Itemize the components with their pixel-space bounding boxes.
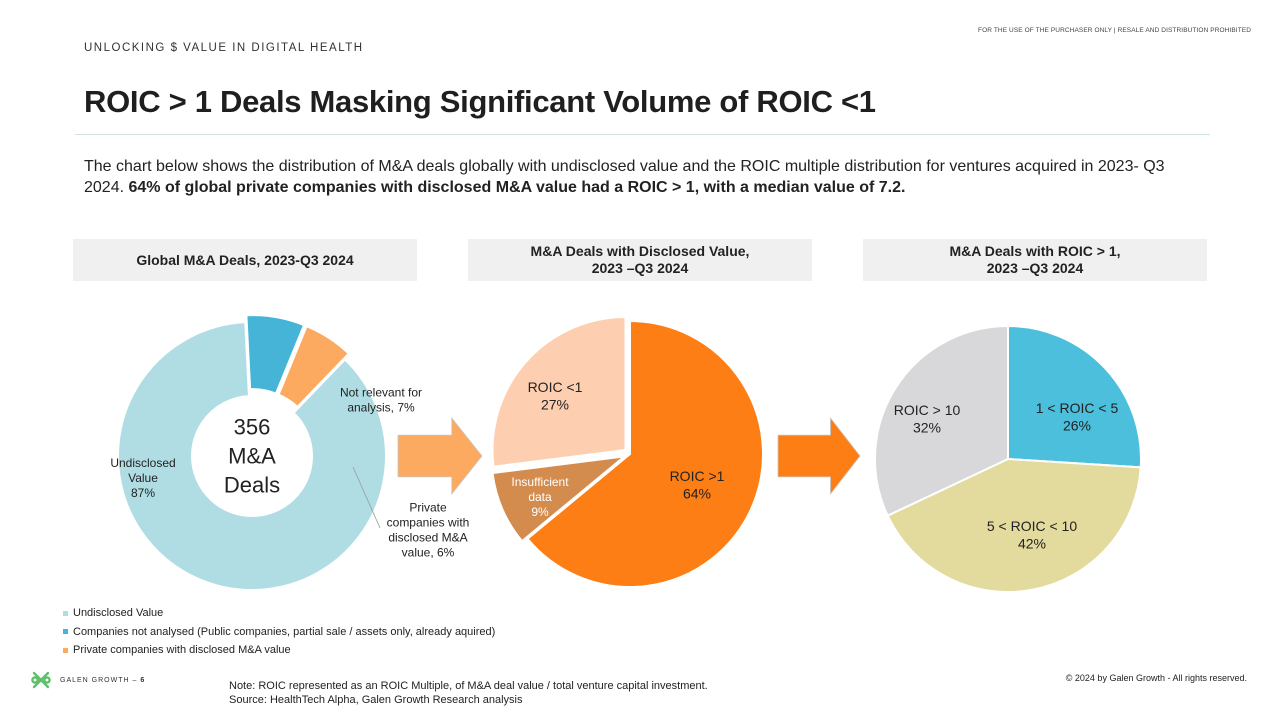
legend-item: Undisclosed Value: [63, 604, 495, 623]
footnote-source: Source: HealthTech Alpha, Galen Growth R…: [229, 694, 523, 706]
brand-name: GALEN GROWTH: [60, 676, 130, 684]
legend-label: Companies not analysed (Public companies…: [73, 625, 496, 638]
pie-slice: [245, 314, 306, 395]
chart1-title-box: Global M&A Deals, 2023-Q3 2024: [73, 239, 417, 281]
flow-arrow-right-icon: [777, 416, 861, 496]
intro-paragraph: The chart below shows the distribution o…: [84, 156, 1204, 198]
donut-center-label: 356 M&A Deals: [224, 415, 280, 498]
chart1-title: Global M&A Deals, 2023-Q3 2024: [136, 251, 354, 268]
slice-label: Undisclosed Value 87%: [110, 456, 175, 500]
chart2-title: M&A Deals with Disclosed Value, 2023 –Q3…: [530, 243, 750, 276]
slice-label: ROIC <1 27%: [528, 379, 583, 413]
leader-line: [352, 466, 381, 529]
pie-slice: [874, 324, 1009, 517]
legend-swatch: [63, 647, 68, 653]
pie-chart-2: [491, 316, 764, 588]
disclaimer-text: FOR THE USE OF THE PURCHASER ONLY | RESA…: [978, 27, 1251, 34]
pie-slice: [491, 316, 627, 468]
slice-label: ROIC >1 64%: [670, 468, 725, 502]
flow-arrow-right-icon: [397, 416, 483, 496]
intro-text: The chart below shows the distribution o…: [84, 158, 1165, 196]
slice-label: ROIC > 10 32%: [894, 402, 961, 436]
slice-label: 1 < ROIC < 5 26%: [1036, 400, 1119, 434]
footnote: Note: ROIC represented as an ROIC Multip…: [229, 679, 708, 707]
legend-swatch: [63, 629, 68, 635]
title-divider: [75, 134, 1210, 135]
legend-item: Companies not analysed (Public companies…: [63, 623, 495, 642]
slice-label: 5 < ROIC < 10 42%: [987, 518, 1077, 552]
legend-label: Private companies with disclosed M&A val…: [73, 644, 291, 657]
pie-slice: [886, 457, 1142, 593]
pie-slice: [277, 324, 351, 409]
slice-label: Insufficient data 9%: [511, 475, 569, 519]
pie-slice: [1007, 324, 1142, 469]
slice-label: Not relevant for analysis, 7%: [340, 386, 422, 415]
copyright-text: © 2024 by Galen Growth - All rights rese…: [1065, 673, 1247, 683]
pie-slice: [117, 321, 387, 591]
chart2-title-box: M&A Deals with Disclosed Value, 2023 –Q3…: [468, 239, 812, 281]
slice-label: Private companies with disclosed M&A value,…: [387, 501, 470, 560]
pie-slice: [526, 319, 764, 588]
legend-swatch: [63, 610, 68, 616]
legend-item: Private companies with disclosed M&A val…: [63, 641, 495, 660]
intro-highlight: 64% of global private companies with dis…: [128, 179, 906, 196]
chart1-legend: Undisclosed Value Companies not analysed…: [63, 604, 495, 660]
chart3-title: M&A Deals with ROIC > 1, 2023 –Q3 2024: [949, 243, 1121, 276]
pie-slice: [491, 454, 628, 543]
footer-brand: GALEN GROWTH – 6: [30, 669, 145, 691]
page-number: 6: [140, 676, 146, 684]
page-title: ROIC > 1 Deals Masking Significant Volum…: [84, 84, 876, 119]
footnote-note: Note: ROIC represented as an ROIC Multip…: [229, 680, 708, 692]
chart3-title-box: M&A Deals with ROIC > 1, 2023 –Q3 2024: [863, 239, 1207, 281]
galen-growth-logo-icon: [31, 671, 51, 689]
legend-label: Undisclosed Value: [73, 607, 164, 620]
brand-text: GALEN GROWTH – 6: [60, 676, 146, 684]
pie-chart-3: [874, 324, 1142, 593]
pie-chart-1: [117, 314, 387, 591]
section-kicker: UNLOCKING $ VALUE IN DIGITAL HEALTH: [84, 42, 364, 54]
